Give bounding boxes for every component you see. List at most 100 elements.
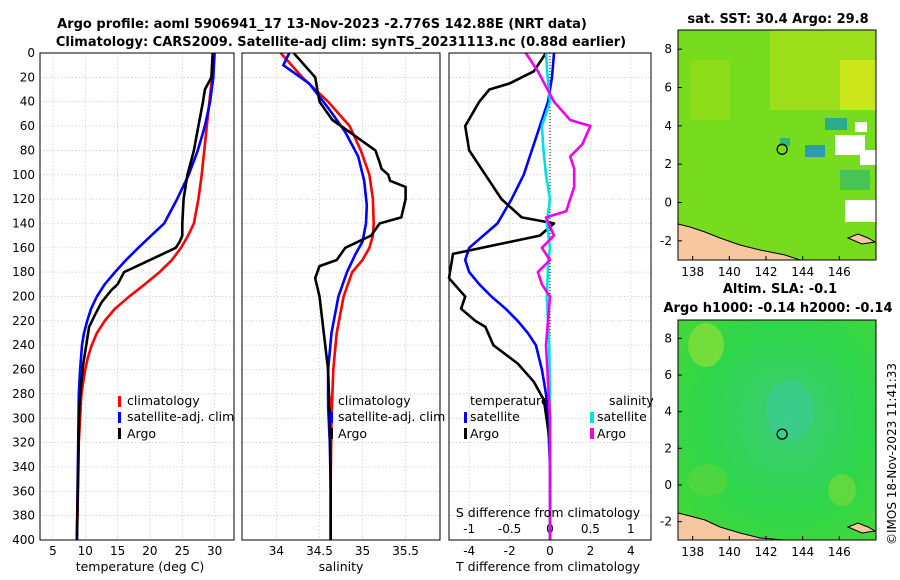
legend-s-argo: Argo (597, 426, 626, 441)
y-tick-label: 100 (12, 168, 35, 182)
x-tick-label: 35.5 (392, 544, 419, 558)
map-y-tick-label: 8 (664, 331, 672, 345)
legend-t-argo: Argo (470, 426, 499, 441)
legend-swatch-climatology (118, 396, 121, 407)
legend-swatch-s-satellite (590, 412, 594, 423)
map-y-tick-label: -2 (660, 234, 672, 248)
sst-cloud-gap (860, 150, 876, 165)
legend-s-satellite: satellite (597, 409, 647, 424)
sst-map-frame (677, 29, 877, 261)
sla-low-patch (766, 380, 814, 440)
y-tick-label: 160 (12, 241, 35, 255)
y-tick-label: 280 (12, 387, 35, 401)
y-tick-label: 300 (12, 411, 35, 425)
plot-frame (448, 52, 652, 541)
legend-swatch-satellite-adj (118, 412, 121, 423)
map-x-tick-label: 142 (755, 545, 778, 559)
map-x-tick-label: 138 (681, 265, 704, 279)
y-tick-label: 220 (12, 314, 35, 328)
y-tick-label: 80 (20, 143, 35, 157)
sst-warm-patch (690, 60, 730, 120)
y-tick-label: 400 (12, 533, 35, 547)
y-tick-label: 200 (12, 290, 35, 304)
temperature-xlabel: temperature (deg C) (76, 559, 205, 574)
footer-timestamp: ©IMOS 18-Nov-2023 11:41:33 (885, 363, 899, 545)
sla-land (678, 512, 786, 540)
y-tick-label: 20 (20, 70, 35, 84)
figure-title-line2: Climatology: CARS2009. Satellite-adj cli… (56, 35, 626, 50)
sst-cool-patch (840, 170, 870, 190)
map-y-tick-label: 8 (664, 42, 672, 56)
map-x-tick-label: 138 (681, 545, 704, 559)
x-tick-label: 4 (627, 544, 635, 558)
s-tick-label: 1 (627, 522, 635, 536)
x-tick-label: 25 (175, 544, 190, 558)
plot-frame (241, 52, 441, 541)
plot-frame (39, 52, 235, 541)
y-tick-label: 360 (12, 484, 35, 498)
y-tick-label: 0 (27, 46, 35, 60)
sst-cool-patch (780, 138, 790, 146)
sla-high-patch (828, 474, 856, 506)
legend-climatology: climatology (127, 393, 200, 408)
sla-high-patch (688, 464, 728, 496)
y-tick-label: 380 (12, 509, 35, 523)
series-line-argo (524, 52, 592, 540)
legend-argo: Argo (127, 426, 156, 441)
s-tick-label: -1 (463, 522, 475, 536)
map-y-tick-label: 4 (664, 119, 672, 133)
map-y-tick-label: 0 (664, 478, 672, 492)
y-tick-label: 120 (12, 192, 35, 206)
x-tick-label: -4 (463, 544, 475, 558)
sst-island (846, 233, 876, 245)
s-tick-label: -0.5 (498, 522, 521, 536)
legend-swatch-t-satellite (464, 412, 467, 423)
sst-cloud-gap (845, 200, 876, 222)
y-tick-label: 180 (12, 265, 35, 279)
x-tick-label: 30 (207, 544, 222, 558)
sst-land (678, 223, 801, 260)
sst-warm-patch (840, 60, 876, 110)
figure-title-line1: Argo profile: aoml 5906941_17 13-Nov-202… (57, 17, 587, 32)
difference-top-xlabel: S difference from climatology (456, 505, 641, 520)
salinity-panel: 34 34.5 35 35.5 (241, 52, 441, 558)
map-y-tick-label: 0 (664, 196, 672, 210)
x-tick-label: 0 (546, 544, 554, 558)
x-tick-label: 10 (78, 544, 93, 558)
sla-map-frame (677, 319, 877, 541)
map-y-tick-label: 6 (664, 368, 672, 382)
sst-map: sat. SST: 30.4 Argo: 29.8 138 140 142 144 14… (660, 12, 877, 279)
y-tick-label: 340 (12, 460, 35, 474)
map-y-tick-label: 2 (664, 441, 672, 455)
map-x-tick-label: 144 (791, 545, 814, 559)
legend-salinity-title: salinity (609, 393, 654, 408)
sla-island (846, 522, 876, 534)
x-tick-label: 20 (142, 544, 157, 558)
sst-cloud-gap (835, 135, 865, 155)
salinity-xlabel: salinity (319, 559, 364, 574)
temperature-panel: 0 20 40 60 80 100 120 140 160 180 200 220 240 260 280 3… (12, 46, 235, 558)
sst-map-title: sat. SST: 30.4 Argo: 29.8 (687, 12, 868, 27)
y-tick-label: 260 (12, 363, 35, 377)
legend-swatch-argo (330, 428, 333, 439)
x-tick-label: 35 (355, 544, 370, 558)
series-line-satellite (540, 52, 552, 540)
difference-panel: -4 -2 0 2 4-1 -0.5 0 0.5 1 (447, 52, 652, 558)
map-x-tick-label: 142 (755, 265, 778, 279)
map-x-tick-label: 144 (791, 265, 814, 279)
legend-temperature-title: temperature (470, 393, 549, 408)
series-line-satellite-adj-clim (75, 52, 216, 541)
sla-high-patch (688, 323, 724, 367)
x-tick-label: 2 (587, 544, 595, 558)
sla-map: Altim. SLA: -0.1 Argo h1000: -0.14 h2000… (660, 282, 892, 559)
s-tick-label: 0.5 (581, 522, 600, 536)
temperature-legend: climatology satellite-adj. clim Argo (118, 393, 234, 441)
x-tick-label: 34 (269, 544, 284, 558)
legend-t-satellite: satellite (470, 409, 520, 424)
legend-swatch-t-argo (464, 428, 467, 439)
map-x-tick-label: 146 (828, 265, 851, 279)
series-line-argo (292, 52, 407, 540)
y-tick-label: 240 (12, 338, 35, 352)
legend-satellite-adj: satellite-adj. clim (338, 409, 445, 424)
